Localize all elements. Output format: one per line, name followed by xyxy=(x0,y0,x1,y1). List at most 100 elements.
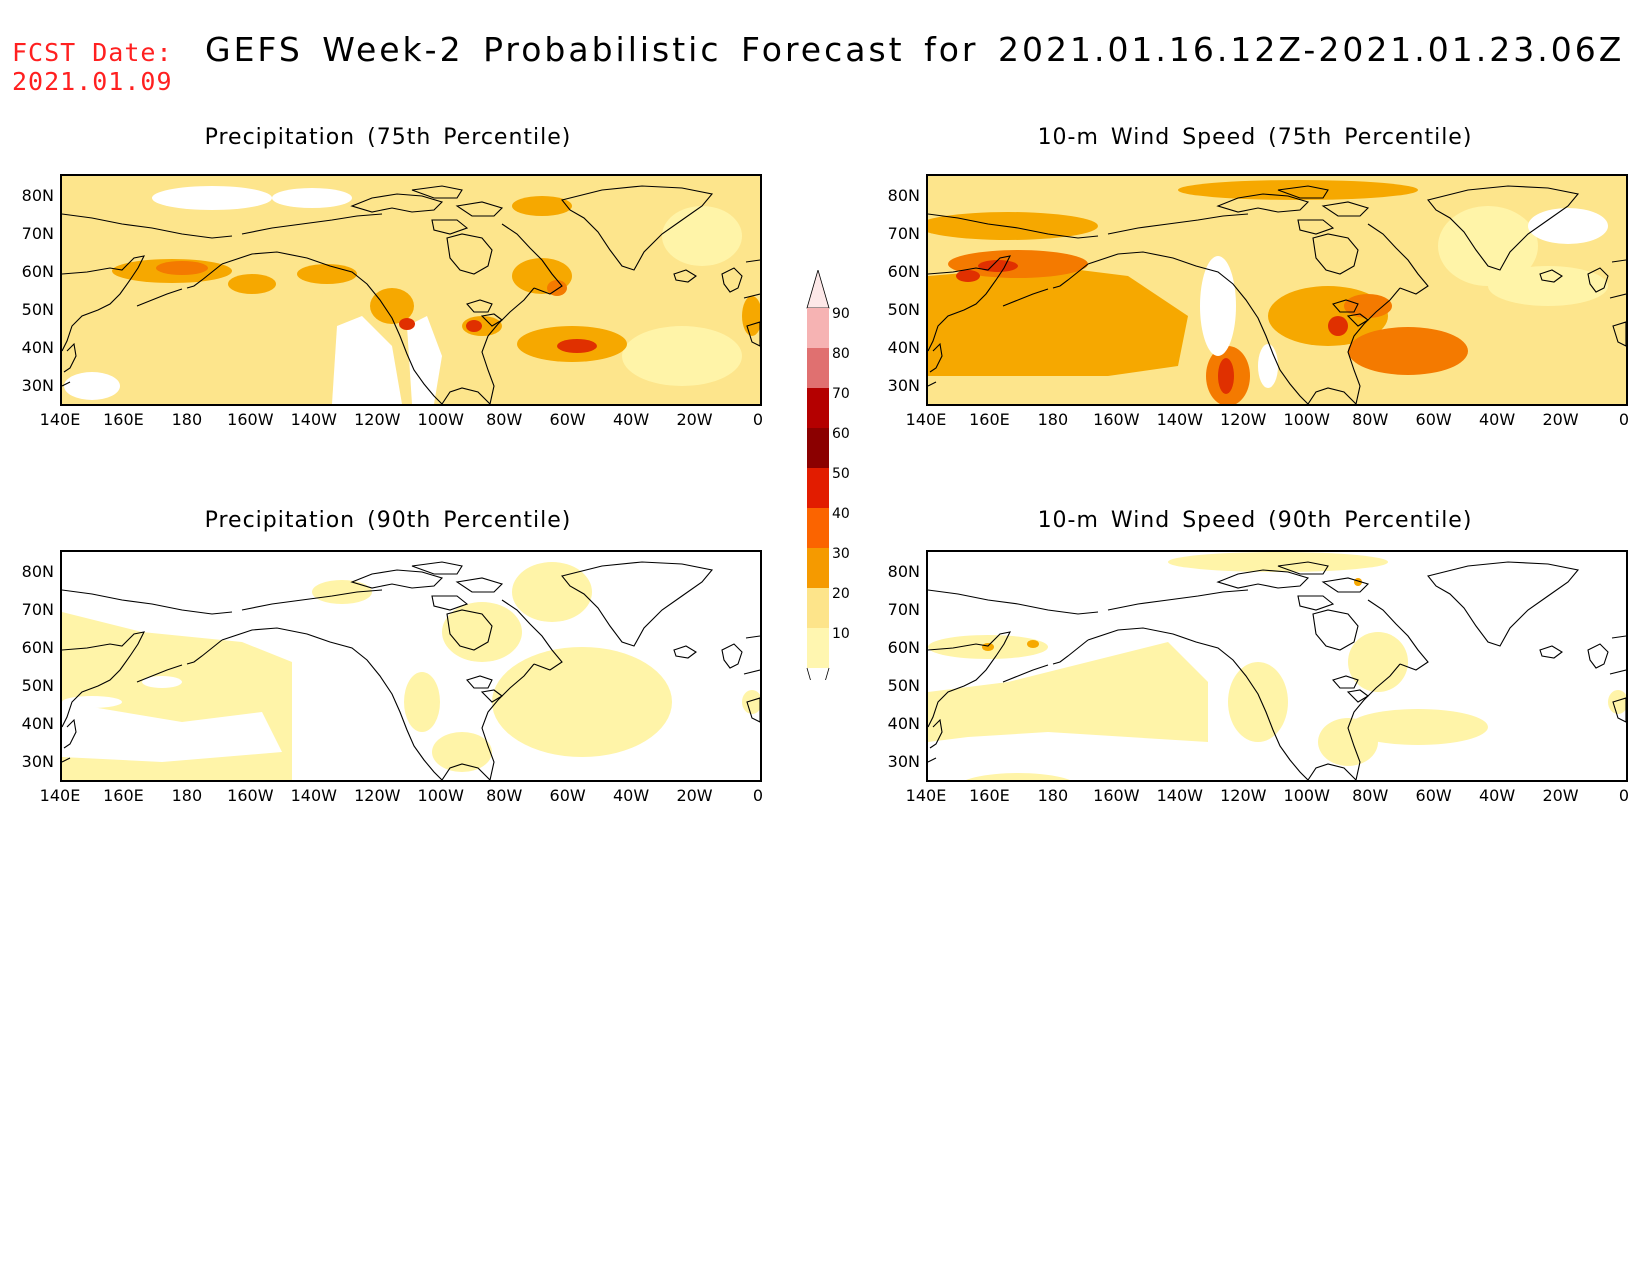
coastline xyxy=(62,589,233,615)
coastline xyxy=(455,201,504,217)
panel-title-wind75: 10-m Wind Speed (75th Percentile) xyxy=(1037,125,1473,150)
coastline xyxy=(1087,251,1309,404)
low-prob-region xyxy=(1528,208,1608,244)
ytick-label: 50N xyxy=(21,300,54,319)
coastline xyxy=(928,381,937,387)
prob-region xyxy=(1328,316,1348,336)
coastline xyxy=(743,669,760,675)
xtick-label: 140W xyxy=(1156,410,1203,429)
xtick-label: 100W xyxy=(1283,786,1330,805)
coastline xyxy=(1347,663,1401,780)
ytick-label: 30N xyxy=(887,752,920,771)
coastline xyxy=(1002,664,1049,683)
xtick-label: 100W xyxy=(417,786,464,805)
xtick-label: 160E xyxy=(969,410,1010,429)
ytick-label: 70N xyxy=(887,600,920,619)
coastline xyxy=(1367,223,1429,295)
colorbar-label: 40 xyxy=(832,506,850,522)
prob-region xyxy=(1168,552,1388,572)
colorbar-label: 90 xyxy=(832,306,850,322)
coastline xyxy=(1052,263,1089,289)
prob-region xyxy=(370,288,414,324)
ytick-label: 50N xyxy=(21,676,54,695)
xtick-label: 80W xyxy=(1352,410,1389,429)
map-precip90-svg xyxy=(62,552,760,780)
coastline xyxy=(62,381,71,387)
xtick-label: 40W xyxy=(612,410,650,429)
prob-region xyxy=(557,339,597,353)
coastline xyxy=(743,293,760,299)
prob-region xyxy=(404,672,440,732)
coastline xyxy=(929,342,943,373)
coastline xyxy=(1587,643,1609,669)
xtick-label: 20W xyxy=(1542,786,1579,805)
coastline xyxy=(62,255,145,352)
xtick-label: 0 xyxy=(752,786,764,805)
xtick-label: 160W xyxy=(1093,786,1140,805)
xtick-label: 140E xyxy=(905,410,947,429)
xtick-label: 160E xyxy=(103,786,144,805)
coastline xyxy=(1107,589,1249,611)
xtick-label: 120W xyxy=(354,410,401,429)
coastline xyxy=(1332,299,1359,313)
colorbar-segment xyxy=(807,628,829,668)
prob-region xyxy=(312,580,372,604)
coastline xyxy=(63,718,77,749)
colorbar-segment xyxy=(807,468,829,508)
ytick-label: 70N xyxy=(21,600,54,619)
xtick-label: 40W xyxy=(612,786,650,805)
xtick-label: 140E xyxy=(39,786,81,805)
ytick-label: 40N xyxy=(887,714,920,733)
coastline xyxy=(1427,561,1580,647)
xtick-label: 140E xyxy=(39,410,81,429)
map-precip90 xyxy=(60,550,762,782)
coastline xyxy=(928,589,1099,615)
coastline xyxy=(1612,697,1626,723)
colorbar-label: 10 xyxy=(832,626,850,642)
coastline xyxy=(1346,689,1369,703)
coastline xyxy=(1277,561,1329,575)
prob-region xyxy=(432,732,492,772)
colorbar-segment xyxy=(807,588,829,628)
colorbar-segment xyxy=(807,348,829,388)
ytick-label: 50N xyxy=(887,300,920,319)
coastline xyxy=(1297,595,1335,611)
prob-region xyxy=(928,266,1188,376)
prob-region xyxy=(982,643,994,651)
low-prob-region xyxy=(407,316,442,404)
colorbar-segment xyxy=(807,308,829,348)
xtick-label: 160W xyxy=(1093,410,1140,429)
coastline xyxy=(746,697,760,723)
prob-region xyxy=(956,270,980,282)
coastline xyxy=(746,321,760,347)
coastline xyxy=(561,561,714,647)
coastline xyxy=(1611,635,1626,639)
map-precip75 xyxy=(60,174,762,406)
colorbar-segment xyxy=(807,548,829,588)
ytick-label: 80N xyxy=(21,562,54,581)
panel-title-wind90: 10-m Wind Speed (90th Percentile) xyxy=(1037,508,1473,533)
colorbar-label: 60 xyxy=(832,426,850,442)
prob-region xyxy=(1228,662,1288,742)
coastline xyxy=(480,689,503,703)
prob-region xyxy=(742,690,760,714)
ytick-label: 80N xyxy=(887,562,920,581)
prob-region xyxy=(928,642,1208,742)
prob-region xyxy=(948,250,1088,278)
coastline xyxy=(136,664,183,683)
coastline xyxy=(1087,627,1309,780)
xtick-label: 160W xyxy=(227,786,274,805)
fcst-date-label: FCST Date: xyxy=(12,38,173,67)
coastline xyxy=(673,269,697,283)
coastline xyxy=(1216,193,1310,213)
ytick-label: 50N xyxy=(887,676,920,695)
low-prob-region xyxy=(64,372,120,400)
low-prob-region xyxy=(332,316,402,404)
coastline xyxy=(928,631,1011,728)
coastline xyxy=(221,251,443,404)
ytick-label: 40N xyxy=(887,338,920,357)
xtick-label: 160E xyxy=(969,786,1010,805)
colorbar-label: 70 xyxy=(832,386,850,402)
coastline xyxy=(455,577,504,593)
coastline xyxy=(928,757,937,763)
